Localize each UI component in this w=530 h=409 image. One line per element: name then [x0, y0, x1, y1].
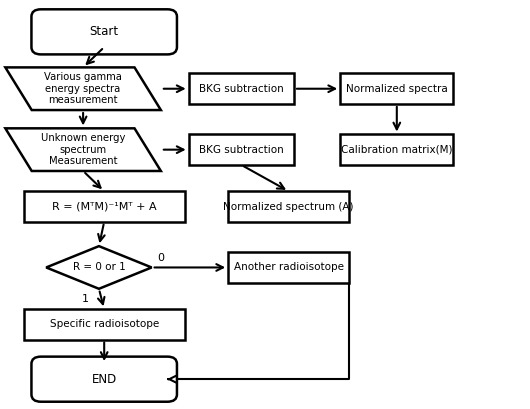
Text: Various gamma
energy spectra
measurement: Various gamma energy spectra measurement — [44, 72, 122, 106]
Text: Specific radioisotope: Specific radioisotope — [50, 319, 159, 329]
Text: Start: Start — [90, 25, 119, 38]
FancyBboxPatch shape — [31, 9, 177, 54]
Text: Normalized spectrum (A): Normalized spectrum (A) — [224, 202, 354, 211]
Polygon shape — [5, 128, 161, 171]
Text: BKG subtraction: BKG subtraction — [199, 145, 284, 155]
Text: 1: 1 — [82, 294, 89, 304]
Polygon shape — [46, 246, 152, 289]
Polygon shape — [5, 67, 161, 110]
FancyBboxPatch shape — [31, 357, 177, 402]
Bar — [24, 309, 184, 339]
Bar — [24, 191, 184, 222]
Text: END: END — [92, 373, 117, 386]
Text: Normalized spectra: Normalized spectra — [346, 84, 448, 94]
Bar — [228, 191, 349, 222]
Bar — [340, 74, 454, 104]
Text: Another radioisotope: Another radioisotope — [234, 263, 344, 272]
Text: R = 0 or 1: R = 0 or 1 — [73, 263, 125, 272]
Text: R = (MᵀM)⁻¹Mᵀ + A: R = (MᵀM)⁻¹Mᵀ + A — [52, 202, 156, 211]
Text: 0: 0 — [157, 253, 164, 263]
Text: Calibration matrix(M): Calibration matrix(M) — [341, 145, 453, 155]
Text: BKG subtraction: BKG subtraction — [199, 84, 284, 94]
Bar — [228, 252, 349, 283]
Bar — [340, 135, 454, 165]
Bar — [189, 74, 294, 104]
Bar — [189, 135, 294, 165]
Text: Unknown energy
spectrum
Measurement: Unknown energy spectrum Measurement — [41, 133, 125, 166]
